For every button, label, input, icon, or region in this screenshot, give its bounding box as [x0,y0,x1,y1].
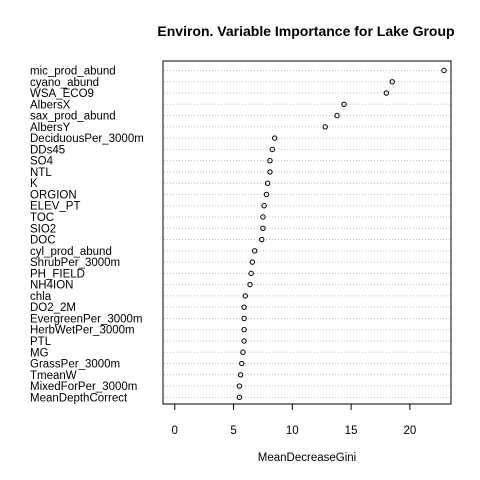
variable-label: DO2_2M [30,302,76,314]
x-axis: 0 5 10 15 20 [172,404,417,437]
variable-label: mic_prod_abund [30,66,116,78]
variable-label: ORGION [30,189,77,201]
data-point [261,215,265,219]
variable-label: AlbersY [30,122,71,134]
variable-label: SO4 [30,156,54,168]
variable-label: chla [30,291,52,303]
variable-label: K [30,178,38,190]
data-point [272,136,276,140]
variable-label: AlbersX [30,99,71,111]
data-point [250,260,254,264]
x-tick-label: 10 [286,425,299,437]
data-points [237,68,446,399]
chart-title: Environ. Variable Importance for Lake Gr… [157,23,454,39]
variable-label: HerbWetPer_3000m [30,325,135,337]
variable-label: MG [30,347,49,359]
variable-label: DOC [30,235,56,247]
variable-label: PH_FIELD [30,268,85,280]
x-tick-label: 15 [345,425,358,437]
variable-label: GrassPer_3000m [30,359,120,371]
variable-label: PTL [30,336,52,348]
variable-label: MixedForPer_3000m [30,381,137,393]
variable-label: ShrubPer_3000m [30,257,120,269]
variable-label: DDs45 [30,144,65,156]
variable-label: EvergreenPer_3000m [30,313,143,325]
variable-label: cyl_prod_abund [30,246,112,258]
variable-label: MeanDepthCorrect [30,392,128,404]
variable-label: NTL [30,167,52,179]
data-point [240,361,244,365]
variable-label: WSA_ECO9 [30,88,94,100]
x-tick-label: 5 [230,425,236,437]
variable-label: TOC [30,212,54,224]
data-point [262,204,266,208]
variable-labels: mic_prod_abundcyano_abundWSA_ECO9AlbersX… [30,66,144,405]
variable-label: ELEV_PT [30,201,81,213]
variable-label: NH4ION [30,280,73,292]
variable-label: TmeanW [30,370,77,382]
variable-label: sax_prod_abund [30,111,116,123]
data-point [261,226,265,230]
variable-label: DeciduousPer_3000m [30,133,144,145]
x-axis-label: MeanDecreaseGini [258,452,356,464]
guide-lines [164,71,450,398]
x-tick-label: 20 [403,425,416,437]
variable-label: SIO2 [30,223,56,235]
variable-label: cyano_abund [30,77,99,89]
x-tick-label: 0 [172,425,178,437]
